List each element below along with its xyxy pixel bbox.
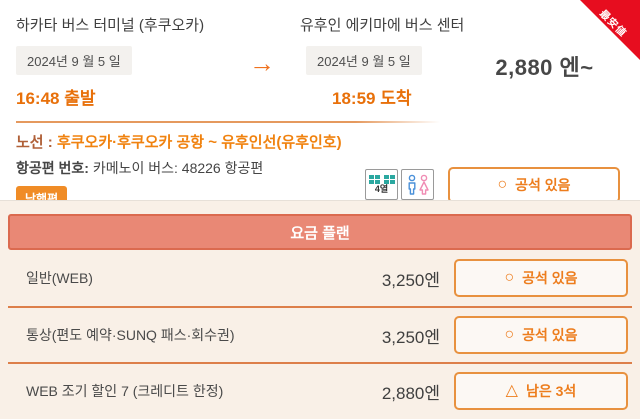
departure-column: 하카타 버스 터미널 (후쿠오카) 2024년 9 월 5 일 16:48 출발 (16, 14, 238, 109)
price-column: 2,880 엔~ (491, 14, 624, 82)
fare-plan-price: 3,250엔 (381, 270, 440, 290)
fare-row-normal: 통상(편도 예약·SUNQ 패스·회수권) 3,250엔 ○ 공석 있음 (8, 306, 632, 362)
fare-availability-label: 남은 3석 (525, 383, 577, 399)
arrow-right-icon: → (249, 48, 275, 78)
fare-plan-table: 요금 플랜 일반(WEB) 3,250엔 ○ 공석 있음 통상(편도 예약·SU… (8, 214, 632, 418)
seat-rows-label: 4열 (374, 184, 389, 195)
fare-plan-price: 2,880엔 (381, 383, 440, 403)
departure-time: 16:48 출발 (16, 89, 96, 109)
toilet-icon (401, 169, 434, 200)
seat-grid-icon (368, 175, 395, 185)
flight-number-label: 항공편 번호: (16, 160, 89, 177)
trip-availability-label: 공석 있음 (515, 176, 571, 193)
route-line: 노선 : 후쿠오카·후쿠오카 공항 ~ 유후인선(유후인호) (16, 131, 624, 152)
trip-availability-button[interactable]: ○ 공석 있음 (448, 166, 620, 200)
trip-route-summary: 하카타 버스 터미널 (후쿠오카) 2024년 9 월 5 일 16:48 출발… (16, 14, 624, 109)
toilet-figures-icon (408, 174, 429, 195)
arrival-column: 유후인 에키마에 버스 센터 2024년 9 월 5 일 18:59 도착 (286, 14, 491, 109)
fare-availability-button[interactable]: ○ 공석 있음 (454, 316, 628, 354)
fare-availability-button[interactable]: ○ 공석 있음 (454, 259, 628, 297)
route-detail-section: 노선 : 후쿠오카·후쿠오카 공항 ~ 유후인선(유후인호) 항공편 번호: 카… (16, 131, 624, 200)
seats-limited-icon: △ (505, 382, 518, 399)
flight-number-line: 항공편 번호: 카메노이 버스: 48226 항공편 (16, 158, 263, 178)
seat-layout-icon: 4열 (365, 169, 398, 200)
flight-info-block: 항공편 번호: 카메노이 버스: 48226 항공편 낮행편 (16, 158, 263, 200)
flight-number-value: 카메노이 버스: 48226 항공편 (88, 160, 264, 177)
seats-available-icon: ○ (504, 326, 515, 343)
departure-station-name: 하카타 버스 터미널 (후쿠오카) (16, 17, 205, 34)
arrival-station-name: 유후인 에키마에 버스 센터 (300, 17, 465, 34)
trip-summary-card: 最安値 하카타 버스 터미널 (후쿠오카) 2024년 9 월 5 일 16:4… (0, 0, 640, 201)
trip-divider (16, 121, 440, 124)
route-value: 후쿠오카·후쿠오카 공항 ~ 유후인선(유후인호) (56, 134, 342, 152)
arrival-date-chip: 2024년 9 월 5 일 (306, 46, 422, 76)
departure-date-chip: 2024년 9 월 5 일 (16, 46, 132, 76)
route-arrow-column: → (238, 14, 286, 79)
route-bottom-row: 항공편 번호: 카메노이 버스: 48226 항공편 낮행편 4열 (16, 158, 624, 200)
seats-available-icon: ○ (497, 175, 508, 193)
fare-plan-name: 통상(편도 예약·SUNQ 패스·회수권) (26, 327, 235, 343)
fare-row-web-early-discount: WEB 조기 할인 7 (크레디트 한정) 2,880엔 △ 남은 3석 (8, 362, 632, 418)
fare-plan-name: WEB 조기 할인 7 (크레디트 한정) (26, 383, 224, 399)
route-label: 노선 : (16, 134, 53, 152)
arrival-time: 18:59 도착 (332, 89, 412, 109)
amenities-and-availability: 4열 ○ 공석 있음 (362, 158, 624, 200)
fare-availability-label: 공석 있음 (522, 270, 578, 286)
fare-availability-label: 공석 있음 (522, 327, 578, 343)
seats-available-icon: ○ (504, 269, 515, 286)
fare-plan-name: 일반(WEB) (26, 270, 93, 286)
fare-plan-price: 3,250엔 (381, 327, 440, 347)
day-service-badge: 낮행편 (16, 186, 68, 200)
lowest-price-ribbon (580, 0, 640, 60)
fare-plan-header: 요금 플랜 (8, 214, 632, 250)
price-from: 2,880 엔~ (495, 55, 594, 80)
fare-row-general-web: 일반(WEB) 3,250엔 ○ 공석 있음 (8, 250, 632, 306)
fare-availability-button[interactable]: △ 남은 3석 (454, 372, 628, 410)
